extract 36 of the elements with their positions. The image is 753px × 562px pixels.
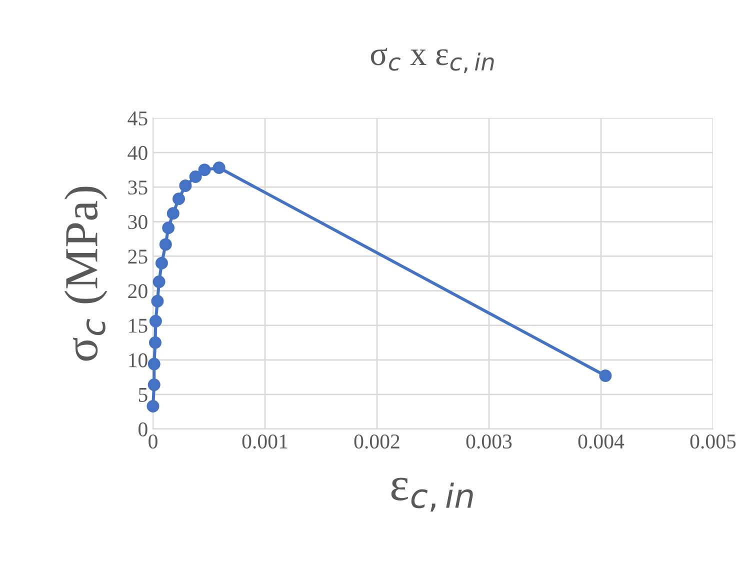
- x-tick-label: 0.003: [466, 434, 512, 449]
- point: [198, 164, 211, 176]
- y-axis-title: σ$_{c}$ (MPa): [64, 186, 108, 361]
- point: [599, 370, 612, 382]
- x-tick-label: 0: [148, 434, 158, 449]
- point: [189, 170, 202, 183]
- point: [212, 162, 226, 174]
- chart-title: σ$_{c}$ x ε$_{c,in}$: [370, 48, 494, 74]
- x-tick-label: 0.002: [354, 434, 400, 449]
- x-axis-title: ε$_{c,in}$: [391, 478, 473, 512]
- point: [146, 400, 160, 412]
- y-tick-label: 40: [128, 146, 148, 160]
- point: [162, 222, 175, 234]
- point: [148, 358, 160, 370]
- y-tick-label: 20: [128, 284, 148, 298]
- y-tick-label: 10: [129, 353, 148, 368]
- y-tick-label: 25: [128, 250, 148, 264]
- point: [172, 192, 186, 206]
- point: [179, 179, 192, 192]
- y-tick-label: 30: [128, 215, 148, 230]
- x-tick-label: 0.001: [242, 434, 288, 449]
- y-tick-label: 35: [128, 180, 148, 195]
- y-tick-label: 45: [128, 112, 148, 126]
- point: [159, 238, 172, 251]
- x-tick-label: 0.005: [690, 434, 736, 449]
- point: [166, 207, 180, 220]
- y-tick-label: 15: [129, 318, 148, 333]
- point: [152, 276, 166, 288]
- point: [148, 378, 160, 392]
- y-tick-label: 0: [138, 422, 148, 436]
- point: [149, 314, 162, 328]
- point: [151, 294, 164, 308]
- point: [155, 256, 168, 270]
- point: [148, 336, 162, 349]
- y-tick-label: 5: [138, 388, 148, 402]
- x-tick-label: 0.004: [578, 434, 624, 449]
